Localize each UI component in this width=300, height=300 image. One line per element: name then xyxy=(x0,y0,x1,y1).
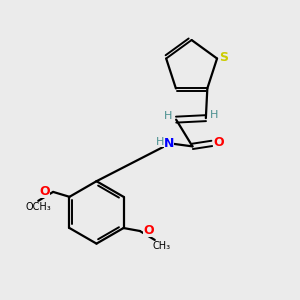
Text: OCH₃: OCH₃ xyxy=(26,202,51,212)
Text: H: H xyxy=(210,110,218,120)
Text: CH₃: CH₃ xyxy=(152,242,170,251)
Text: H: H xyxy=(164,111,172,121)
Text: N: N xyxy=(164,137,174,150)
Text: O: O xyxy=(213,136,224,149)
Text: O: O xyxy=(143,224,154,237)
Text: S: S xyxy=(219,50,228,64)
Text: H: H xyxy=(156,137,164,147)
Text: O: O xyxy=(40,185,50,198)
